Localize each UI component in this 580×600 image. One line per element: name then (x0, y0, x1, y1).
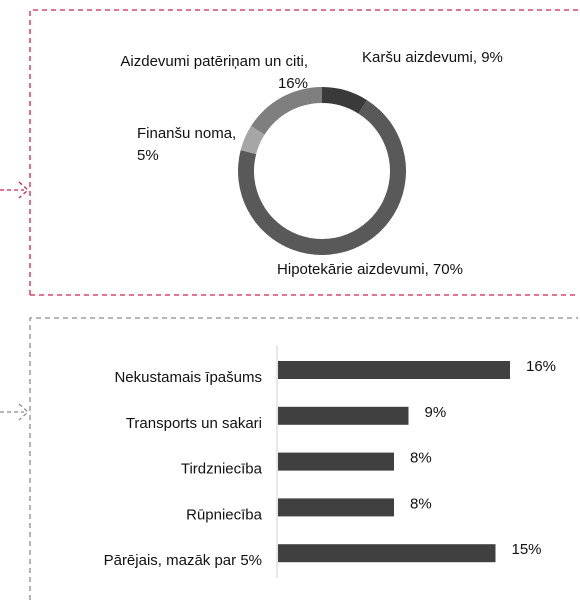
value-label: 9% (425, 404, 447, 421)
value-label: 15% (512, 541, 542, 558)
value-label: 8% (410, 450, 432, 467)
category-label: Tirdzniecība (181, 461, 263, 478)
bar-arrow (0, 403, 29, 421)
value-label: 16% (526, 358, 556, 375)
bar-frame (29, 317, 578, 600)
category-label: Transports un sakari (126, 415, 262, 432)
bar (278, 361, 510, 379)
donut-label: Karšu aizdevumi, 9% (362, 49, 503, 66)
donut-label: Aizdevumi patēriņam un citi, 16% (120, 53, 308, 92)
donut-segment (251, 87, 322, 135)
donut-segment (322, 87, 368, 114)
donut-label: Finanšu noma, 5% (137, 125, 237, 164)
category-label: Rūpniecība (186, 506, 263, 523)
value-label: 8% (410, 495, 432, 512)
donut-label: Hipotekārie aizdevumi, 70% (277, 261, 463, 278)
donut-segment (240, 125, 265, 155)
donut-frame (29, 9, 578, 296)
bar (278, 452, 394, 471)
donut-arrow (0, 181, 29, 199)
bar (278, 544, 496, 563)
bar (278, 406, 409, 425)
category-label: Nekustamais īpašums (114, 369, 262, 386)
category-label: Pārējais, mazāk par 5% (104, 552, 262, 569)
bar (278, 498, 394, 517)
